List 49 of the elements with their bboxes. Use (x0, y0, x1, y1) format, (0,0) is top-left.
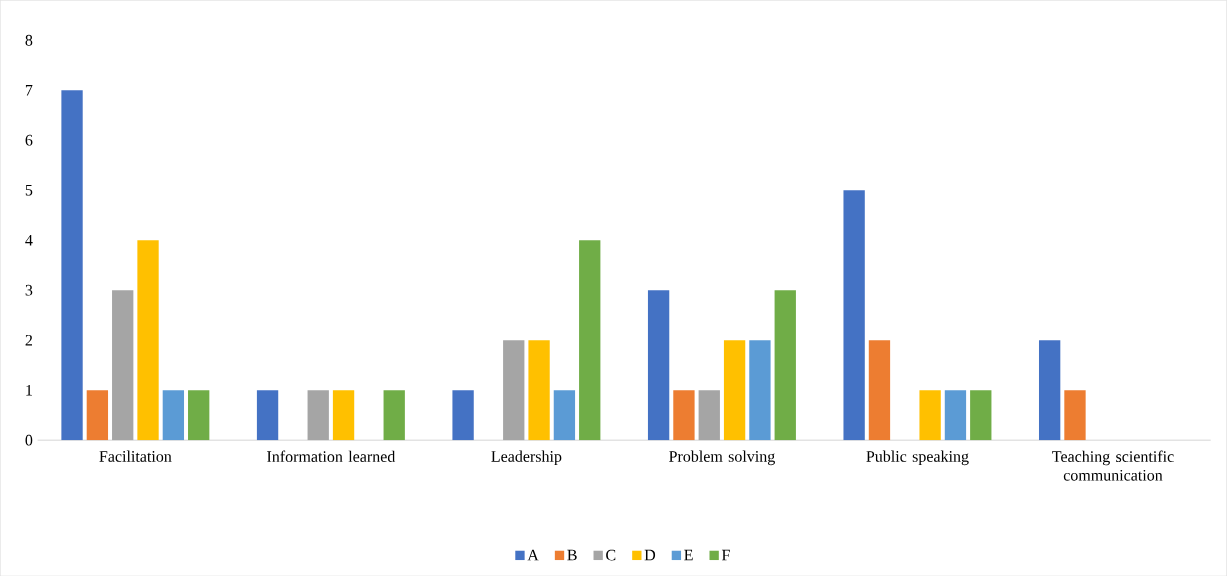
bar (188, 389, 210, 440)
legend-label: C (606, 549, 616, 561)
bar (137, 240, 159, 440)
y-tick-label: 1 (26, 384, 32, 396)
legend-label: A (527, 549, 539, 561)
bar (528, 340, 550, 440)
y-tick-label: 8 (25, 34, 33, 46)
bar (1038, 340, 1061, 440)
bar (843, 190, 865, 440)
bar (774, 290, 796, 440)
bar (503, 340, 525, 440)
x-tick-label: Problem solving (669, 450, 775, 465)
bar (452, 389, 474, 440)
y-tick-label: 5 (25, 184, 33, 196)
bar (698, 389, 720, 440)
bar (553, 389, 576, 440)
bar (332, 389, 355, 440)
x-tick-label: Facilitation (99, 450, 172, 462)
y-tick-label: 3 (25, 284, 33, 296)
bar (1064, 389, 1086, 440)
bar (647, 290, 670, 440)
legend-label: E (684, 549, 693, 561)
bar (749, 340, 771, 440)
bar (383, 389, 405, 440)
bar (970, 389, 992, 440)
legend-label: B (567, 549, 577, 561)
bar (673, 389, 695, 440)
x-tick-label: Information learned (267, 450, 396, 462)
bar (61, 90, 83, 440)
bar (307, 389, 329, 440)
bar (919, 389, 941, 440)
legend-label: D (644, 549, 656, 561)
bar (868, 340, 891, 440)
bar (256, 389, 279, 440)
bar (723, 340, 746, 440)
x-tick-label: Teaching scientific communication (1052, 450, 1174, 481)
bar (86, 389, 109, 440)
y-tick-label: 4 (25, 234, 33, 246)
x-tick-label: Public speaking (866, 450, 969, 465)
bar (112, 290, 134, 440)
bar (579, 240, 601, 440)
bar (162, 389, 185, 440)
y-tick-label: 0 (25, 434, 33, 446)
legend-label: F (721, 549, 730, 561)
bar (944, 389, 967, 440)
x-tick-label: Leadership (491, 450, 562, 465)
y-tick-label: 7 (25, 84, 33, 96)
y-tick-label: 6 (25, 134, 33, 146)
y-tick-label: 2 (25, 334, 33, 346)
